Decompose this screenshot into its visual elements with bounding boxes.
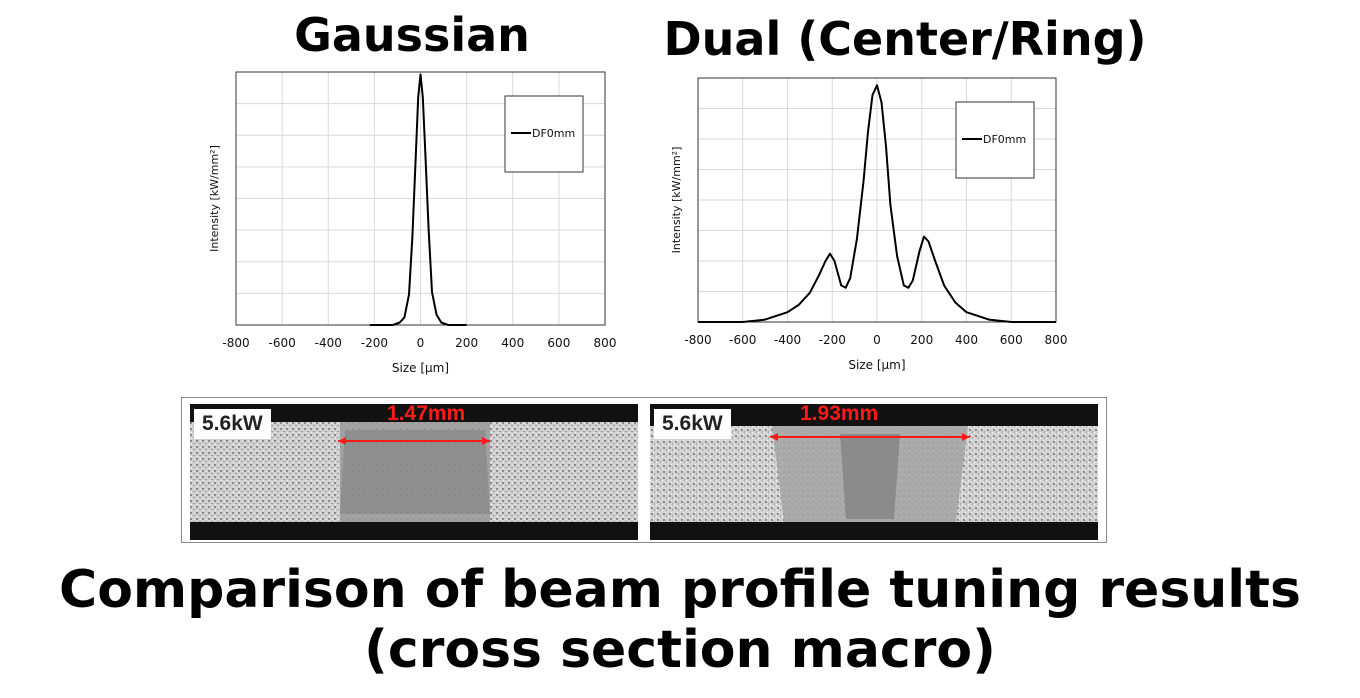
x-tick-label: -600 [729,333,756,347]
width-dimension-arrow [338,437,490,445]
dual-title: Dual (Center/Ring) [663,12,1147,66]
x-axis-label: Size [μm] [848,358,905,372]
plot-frame [697,77,1057,323]
legend-box [955,101,1035,179]
x-tick-label: 800 [1045,333,1068,347]
cross-section-macro: 5.6kW 1.47mm 5.6kW 1.93mm [181,397,1107,543]
x-tick-label: -600 [269,336,296,350]
macro-power-label: 5.6kW [194,409,271,439]
plot-frame [235,71,606,326]
x-tick-label: -800 [684,333,711,347]
x-tick-label: -200 [819,333,846,347]
x-tick-label: -400 [774,333,801,347]
x-tick-label: 400 [955,333,978,347]
legend-label: DF0mm [983,133,1026,146]
x-tick-label: -400 [315,336,342,350]
x-tick-label: 0 [873,333,881,347]
macro-power-label: 5.6kW [654,409,731,439]
gaussian-title: Gaussian [294,8,530,62]
x-tick-label: 800 [594,336,617,350]
x-axis-label: Size [μm] [392,361,449,375]
series-line [698,84,1056,323]
caption-line-1: Comparison of beam profile tuning result… [59,560,1301,620]
x-tick-label: 200 [910,333,933,347]
dual-chart-svg: -800 -600 -400 -200 0 200 400 600 800 Size [μm] In… [670,77,1068,372]
bead-width-label: 1.47mm [387,404,466,425]
y-axis-label: Intensity [kW/mm²] [208,145,221,252]
x-tick-label: -200 [361,336,388,350]
gaussian-chart: -800 -600 -400 -200 0 200 400 600 800 Size [μm] In… [200,60,630,380]
caption-line-2: (cross section macro) [364,620,996,680]
y-axis-label: Intensity [kW/mm²] [670,147,683,254]
legend-label: DF0mm [532,127,575,140]
macro-panel-dual: 5.6kW 1.93mm [650,404,1098,540]
series-line [369,73,467,326]
x-tick-label: -800 [222,336,249,350]
x-tick-label: 200 [455,336,478,350]
x-tick-label: 600 [1000,333,1023,347]
macro-panel-gaussian: 5.6kW 1.47mm [190,404,638,540]
x-tick-label: 0 [417,336,425,350]
dual-chart: -800 -600 -400 -200 0 200 400 600 800 Size [μm] In… [660,70,1080,380]
gaussian-chart-svg: -800 -600 -400 -200 0 200 400 600 800 Size [μm] In… [208,71,617,375]
width-dimension-arrow [770,433,970,441]
x-tick-label: 400 [501,336,524,350]
bead-width-label: 1.93mm [800,404,879,425]
x-tick-label: 600 [547,336,570,350]
